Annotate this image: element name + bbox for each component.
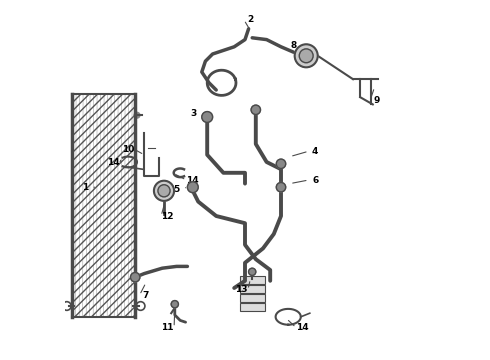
Text: 2: 2	[247, 15, 253, 24]
Text: 14: 14	[296, 323, 309, 332]
Circle shape	[134, 112, 140, 118]
Circle shape	[276, 159, 286, 168]
Polygon shape	[240, 294, 265, 302]
Text: 4: 4	[312, 147, 318, 156]
Circle shape	[248, 268, 256, 275]
Circle shape	[276, 183, 286, 192]
Text: 5: 5	[173, 185, 180, 194]
Polygon shape	[240, 303, 265, 311]
Circle shape	[299, 49, 313, 63]
Text: 11: 11	[161, 323, 174, 332]
Text: 12: 12	[161, 212, 174, 220]
Polygon shape	[240, 276, 265, 284]
Text: 7: 7	[143, 291, 149, 300]
Circle shape	[294, 44, 318, 67]
Text: 1: 1	[82, 183, 88, 192]
Text: 9: 9	[373, 96, 380, 105]
Circle shape	[148, 156, 154, 161]
Circle shape	[171, 301, 178, 308]
Text: 3: 3	[191, 109, 197, 118]
Bar	[72, 94, 135, 317]
Circle shape	[202, 112, 213, 122]
Text: 8: 8	[291, 41, 297, 50]
Circle shape	[130, 273, 140, 282]
Text: 10: 10	[122, 145, 134, 154]
Circle shape	[251, 105, 261, 114]
Circle shape	[187, 182, 198, 193]
Text: 14: 14	[187, 176, 199, 185]
Polygon shape	[240, 285, 265, 293]
Text: 14: 14	[107, 158, 120, 166]
Circle shape	[158, 185, 170, 197]
Text: 13: 13	[235, 285, 247, 294]
Circle shape	[154, 181, 174, 201]
Text: 6: 6	[312, 176, 318, 185]
